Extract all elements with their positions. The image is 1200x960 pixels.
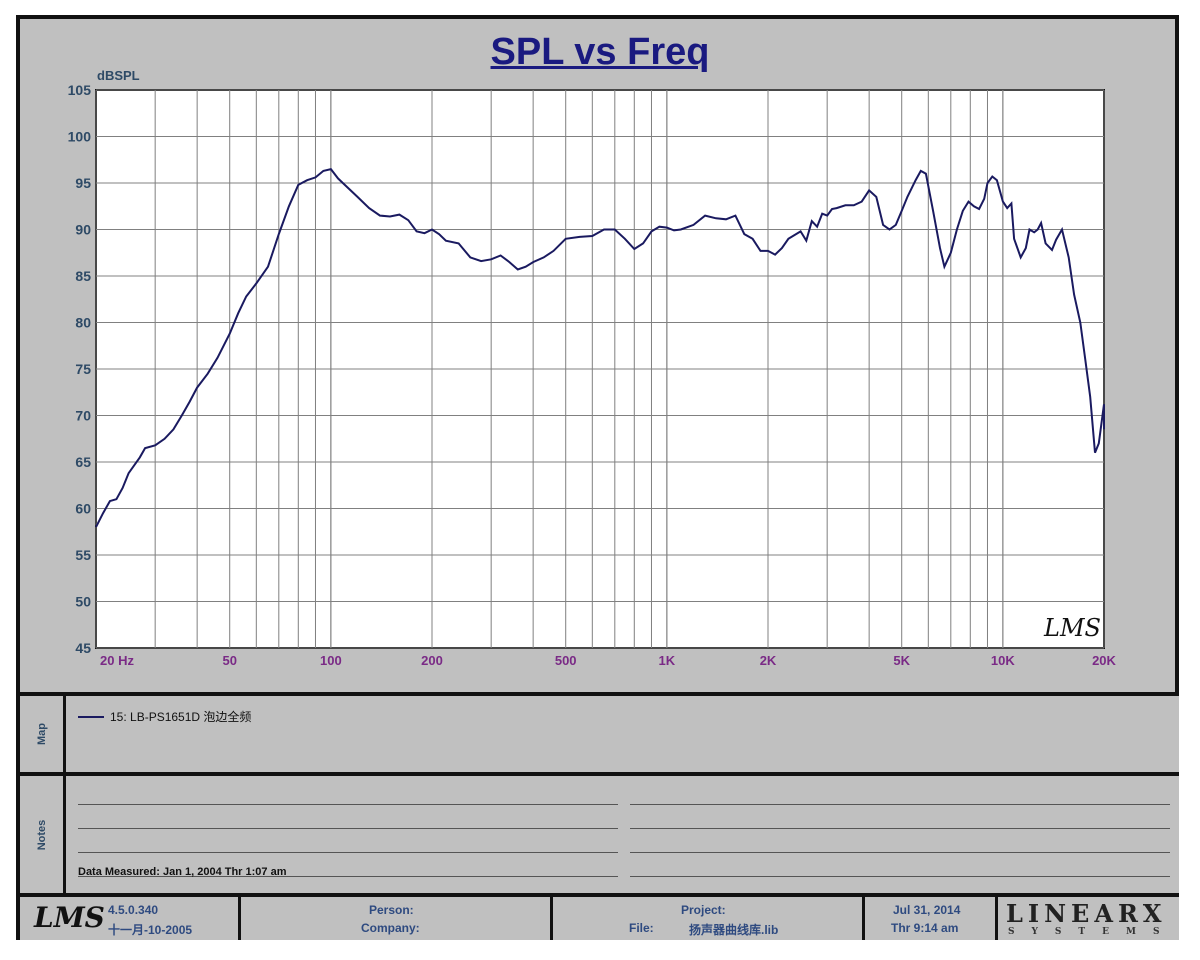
project-label: Project: [681,903,726,917]
legend-label: 15: LB-PS1651D 泡边全频 [110,710,252,724]
y-tick-label: 105 [68,82,92,98]
chart-title: SPL vs Freq [490,31,710,73]
chart-grid [95,89,1105,649]
spl-curve [95,167,1105,528]
y-tick-label: 55 [75,547,91,563]
y-tick-label: 65 [75,454,91,470]
legend-swatch [78,715,104,718]
y-tick-label: 60 [75,501,91,517]
person-label: Person: [369,903,414,917]
note-line [78,804,618,805]
footer-date-cell: Jul 31, 2014 Thr 9:14 am [865,897,998,940]
note-line [78,828,618,829]
company-label: Company: [361,921,420,935]
note-line [630,876,1170,877]
x-tick-label: 200 [421,653,443,668]
x-tick-label: 1K [659,653,676,668]
y-axis-label: dBSPL [97,68,140,83]
systems-logo: SYSTEMS [1008,927,1177,937]
x-tick-label: 50 [222,653,236,668]
footer-bar: LMS 4.5.0.340 十一月-10-2005 Person: Compan… [20,893,1179,940]
report-date: Jul 31, 2014 [893,903,961,917]
y-tick-label: 75 [75,361,91,377]
note-line [630,804,1170,805]
y-tick-label: 50 [75,594,91,610]
footer-version-cell: LMS 4.5.0.340 十一月-10-2005 [20,897,241,940]
legend-entry: 15: LB-PS1651D 泡边全频 [78,708,251,725]
y-tick-label: 85 [75,268,91,284]
x-axis-ticks: 20 Hz 50 100 200 500 1K 2K 5K 10K 20K [100,653,1117,668]
notes-panel: Notes Data Measured: Jan 1, 2004 Thr 1:0… [20,772,1179,893]
x-tick-label: 100 [320,653,342,668]
x-tick-label: 10K [991,653,1015,668]
file-label: File: [629,921,654,935]
notes-side-label: Notes [20,776,66,893]
footer-brand-cell: LINEARX SYSTEMS [998,897,1179,940]
note-line [630,828,1170,829]
x-tick-label: 500 [555,653,577,668]
x-tick-label: 20K [1092,653,1116,668]
footer-person-cell: Person: Company: [241,897,553,940]
note-line [78,876,618,877]
x-tick-label: 2K [760,653,777,668]
data-measured-text: Data Measured: Jan 1, 2004 Thr 1:07 am [78,866,287,878]
y-tick-label: 100 [68,129,92,145]
map-side-label: Map [20,696,66,772]
report-time: Thr 9:14 am [891,921,959,935]
y-tick-label: 70 [75,408,91,424]
y-tick-label: 90 [75,222,91,238]
y-axis-ticks: 45 50 55 60 65 70 75 80 85 90 95 100 105 [68,82,92,656]
version-number: 4.5.0.340 [108,903,159,917]
y-tick-label: 95 [75,175,91,191]
y-tick-label: 45 [75,640,91,656]
x-tick-label: 20 Hz [100,653,134,668]
file-value: 扬声器曲线库.lib [689,923,779,937]
version-date: 十一月-10-2005 [108,923,193,937]
note-line [78,852,618,853]
x-tick-label: 5K [893,653,910,668]
footer-project-cell: Project: File: 扬声器曲线库.lib [553,897,865,940]
note-line [630,852,1170,853]
map-panel: Map 15: LB-PS1651D 泡边全频 [20,692,1179,772]
linearx-logo: LINEARX [1006,899,1167,928]
y-tick-label: 80 [75,315,91,331]
lms-watermark: LMS [1043,614,1101,642]
lms-logo: LMS [34,901,105,934]
